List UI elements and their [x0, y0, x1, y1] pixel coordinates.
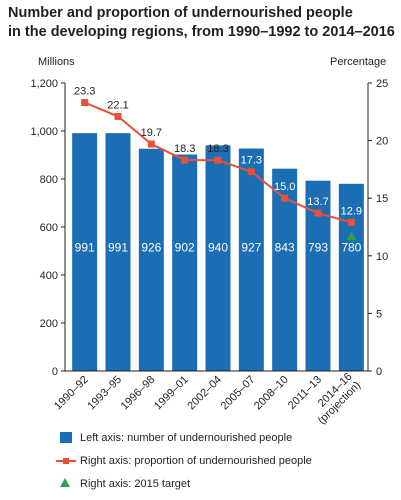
left-tick-label: 1,200 — [30, 78, 58, 90]
x-tick-label: 2002–04 — [185, 374, 224, 413]
bar-value-label: 926 — [141, 240, 161, 254]
bar-value-label: 843 — [275, 240, 295, 254]
proportion-value-label: 22.1 — [107, 99, 128, 111]
right-axis-unit: Percentage — [330, 56, 387, 68]
proportion-value-label: 15.0 — [274, 181, 295, 193]
left-tick-label: 200 — [40, 318, 58, 330]
x-tick-label: 1999–01 — [152, 374, 191, 413]
right-tick-label: 20 — [376, 136, 388, 148]
bar — [338, 183, 364, 371]
left-tick-label: 600 — [40, 222, 58, 234]
bar-value-label: 927 — [241, 240, 261, 254]
target-marker — [346, 231, 357, 241]
proportion-point — [247, 168, 255, 176]
x-tick-label: 2005–07 — [219, 374, 258, 413]
bar-value-label: 991 — [108, 240, 128, 254]
bar-value-label: 991 — [75, 240, 95, 254]
proportion-point — [181, 156, 189, 164]
proportion-value-label: 17.3 — [241, 155, 262, 167]
x-tick-label: 1993–95 — [85, 374, 124, 413]
x-tick-label: 1990–92 — [52, 374, 91, 413]
x-tick-label: 2008–10 — [252, 374, 291, 413]
proportion-point — [281, 194, 289, 202]
legend-target-label: Right axis: 2015 target — [80, 478, 191, 490]
right-tick-label: 5 — [376, 308, 382, 320]
chart-title-line-2: in the developing regions, from 1990–199… — [8, 24, 395, 40]
proportion-point — [114, 112, 122, 120]
bar — [72, 133, 98, 371]
bar-value-label: 902 — [175, 240, 195, 254]
left-axis-unit: Millions — [38, 56, 75, 68]
proportion-value-label: 12.9 — [341, 205, 362, 217]
x-tick-label: 1996–98 — [119, 374, 158, 413]
chart-title: Number and proportion of undernourished … — [8, 4, 398, 42]
proportion-value-label: 19.7 — [141, 127, 162, 139]
bar — [172, 154, 198, 371]
left-tick-label: 1,000 — [30, 126, 58, 138]
left-tick-label: 400 — [40, 270, 58, 282]
left-tick-label: 800 — [40, 174, 58, 186]
legend-line-label: Right axis: proportion of undernourished… — [80, 455, 312, 467]
bar — [138, 148, 164, 371]
proportion-point — [347, 218, 355, 226]
proportion-point — [214, 156, 222, 164]
bar-value-label: 940 — [208, 240, 228, 254]
legend-target-swatch — [60, 478, 70, 487]
right-tick-label: 0 — [376, 366, 382, 378]
legend-bar-swatch — [60, 432, 72, 443]
chart-title-line-1: Number and proportion of undernourished … — [8, 5, 353, 21]
proportion-value-label: 18.3 — [174, 143, 195, 155]
right-tick-label: 10 — [376, 251, 388, 263]
legend-bars-label: Left axis: number of undernourished peop… — [80, 432, 293, 444]
bar — [205, 145, 231, 371]
bar — [105, 133, 131, 371]
proportion-point — [147, 140, 155, 148]
bar-value-label: 793 — [308, 240, 328, 254]
bar — [238, 148, 264, 371]
bar-value-label: 780 — [341, 240, 361, 254]
left-tick-label: 0 — [52, 366, 58, 378]
legend-line-swatch — [56, 458, 76, 464]
proportion-value-label: 13.7 — [307, 196, 328, 208]
proportion-point — [314, 209, 322, 217]
right-tick-label: 15 — [376, 193, 388, 205]
proportion-point — [81, 99, 89, 107]
x-tick-label: 2011–13 — [286, 374, 324, 412]
proportion-value-label: 23.3 — [74, 86, 95, 98]
right-tick-label: 25 — [376, 78, 388, 90]
proportion-value-label: 18.3 — [207, 143, 228, 155]
